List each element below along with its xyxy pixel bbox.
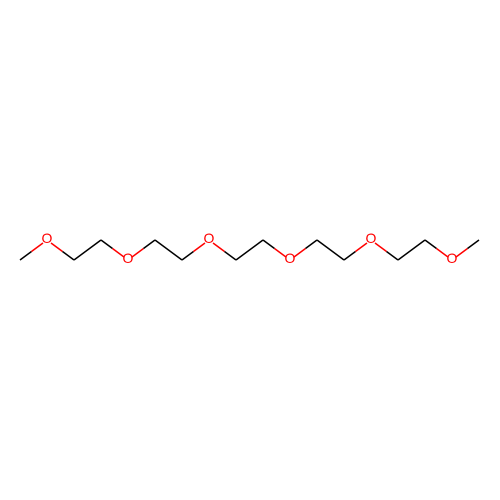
bond [375, 243, 386, 252]
bond [263, 240, 274, 249]
bond [51, 243, 62, 252]
bond [63, 251, 74, 260]
bond [101, 240, 112, 249]
bond [317, 240, 344, 260]
bond [425, 240, 436, 249]
oxygen-atom: O [123, 250, 134, 266]
bond [456, 249, 467, 258]
bond [398, 240, 425, 260]
oxygen-atom: O [366, 230, 377, 246]
bond [20, 251, 31, 260]
bond [344, 251, 355, 260]
bond [225, 251, 236, 260]
bond [155, 240, 182, 260]
bond [182, 251, 193, 260]
oxygen-atom: O [42, 230, 53, 246]
oxygen-atom: O [447, 250, 458, 266]
bond [294, 249, 305, 258]
bond [306, 240, 317, 249]
bond [132, 249, 143, 258]
bonds-group [20, 240, 479, 260]
atoms-group: O O O O O O [42, 230, 458, 266]
bond [468, 240, 479, 249]
oxygen-atom: O [204, 230, 215, 246]
bond [213, 243, 224, 252]
bond [144, 240, 155, 249]
molecule-diagram: O O O O O O [0, 0, 500, 500]
bond [236, 240, 263, 260]
oxygen-atom: O [285, 250, 296, 266]
bond [74, 240, 101, 260]
bond [387, 251, 398, 260]
